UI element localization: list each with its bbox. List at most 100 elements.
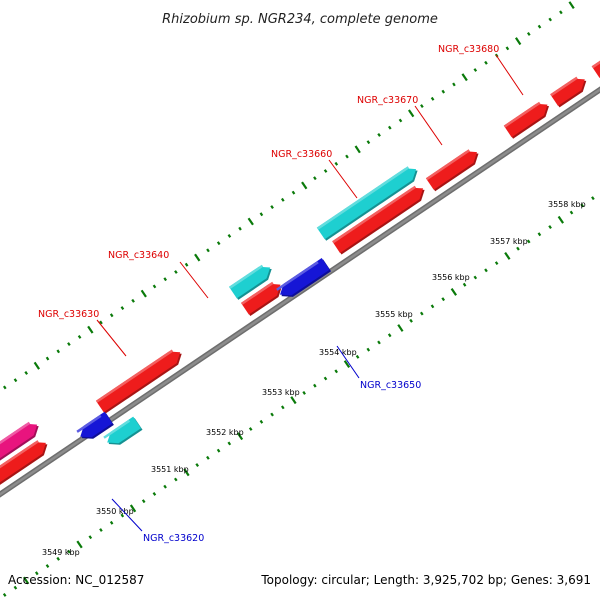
gene-label-leader — [179, 261, 209, 299]
gene-label-leader — [336, 345, 360, 379]
gene-arrow-body — [107, 416, 141, 444]
gene-label-leader — [495, 54, 524, 96]
inner-tick — [227, 441, 232, 446]
outer-tick — [120, 306, 125, 311]
inner-tick — [290, 396, 297, 405]
gene-arrow[interactable] — [316, 166, 418, 241]
gene-arrow[interactable] — [591, 54, 600, 80]
gene-label-leader — [96, 319, 127, 357]
inner-tick — [173, 477, 178, 482]
inner-tick — [259, 419, 264, 424]
outer-tick — [2, 385, 7, 390]
outer-tick — [77, 334, 82, 339]
inner-tick — [569, 210, 574, 215]
gene-features — [0, 54, 600, 486]
outer-tick — [227, 233, 232, 238]
outer-tick — [13, 378, 18, 383]
inner-tick — [334, 369, 339, 374]
gene-arrow-highlight — [229, 264, 264, 289]
inner-tick — [366, 347, 371, 352]
gene-arrow-highlight — [591, 60, 600, 69]
inner-tick — [67, 549, 71, 554]
gene-arrow-highlight — [241, 281, 274, 305]
gene-label[interactable]: NGR_c33640 — [108, 250, 169, 261]
inner-tick — [99, 528, 103, 532]
inner-tick — [516, 246, 520, 251]
inner-tick — [397, 324, 404, 332]
gene-arrow[interactable] — [550, 76, 587, 108]
outer-tick — [152, 284, 157, 289]
outer-tick — [366, 140, 371, 145]
inner-tick — [76, 540, 83, 549]
inner-tick — [163, 484, 167, 489]
gene-arrow-body — [503, 103, 548, 138]
gene-label-leader — [414, 105, 443, 146]
gene-label[interactable]: NGR_c33630 — [38, 309, 99, 320]
inner-tick — [183, 468, 190, 477]
outer-tick — [24, 370, 29, 375]
outer-tick — [238, 226, 242, 231]
gene-arrow-body — [80, 411, 113, 438]
outer-tick — [514, 37, 522, 46]
gene-arrow[interactable] — [503, 101, 549, 139]
outer-tick — [441, 89, 446, 94]
outer-tick — [537, 24, 542, 29]
outer-tick — [194, 253, 201, 262]
gene-arrow-body — [332, 187, 424, 253]
inner-tick — [152, 491, 157, 496]
gene-label[interactable]: NGR_c33650 — [360, 380, 421, 391]
gene-label[interactable]: NGR_c33670 — [357, 95, 418, 106]
tick-label: 3551 kbp — [151, 465, 189, 474]
outer-tick — [430, 96, 435, 101]
inner-tick — [343, 360, 351, 369]
outer-tick — [174, 270, 178, 274]
accession-text: Accession: NC_012587 — [8, 573, 145, 587]
gene-label[interactable]: NGR_c33660 — [271, 149, 332, 160]
outer-tick — [140, 289, 147, 298]
outer-tick — [56, 349, 61, 354]
gene-arrow[interactable] — [425, 149, 479, 192]
gene-arrow[interactable] — [229, 264, 272, 300]
inner-tick — [236, 432, 244, 441]
gene-arrow[interactable] — [0, 421, 39, 468]
inner-tick — [34, 571, 39, 576]
gene-arrow[interactable] — [103, 416, 143, 445]
inner-tick — [206, 455, 210, 460]
inner-tick — [580, 203, 585, 208]
outer-tick — [568, 1, 575, 10]
gene-arrow[interactable] — [241, 281, 282, 316]
gene-arrow[interactable] — [76, 411, 114, 439]
inner-tick — [216, 448, 221, 453]
gene-label[interactable]: NGR_c33680 — [438, 44, 499, 55]
gene-arrow[interactable] — [332, 185, 425, 255]
inner-tick — [441, 297, 446, 302]
tick-label: 3554 kbp — [319, 348, 357, 357]
outer-tick — [420, 104, 424, 109]
outer-tick — [109, 313, 114, 318]
gene-label[interactable]: NGR_c33620 — [143, 533, 204, 544]
outer-tick — [377, 132, 381, 137]
inner-tick — [45, 564, 50, 569]
outer-tick — [291, 190, 296, 195]
tick-label: 3558 kbp — [548, 200, 586, 209]
outer-tick — [354, 145, 361, 154]
inner-tick — [473, 275, 478, 280]
gene-arrow[interactable] — [276, 258, 332, 297]
inner-tick — [409, 318, 413, 323]
gene-arrow-highlight — [0, 421, 31, 445]
inner-tick — [484, 268, 488, 273]
tick-label: 3553 kbp — [262, 388, 300, 397]
gene-arrow-body — [0, 442, 46, 483]
outer-tick — [33, 361, 41, 370]
inner-tick — [270, 412, 274, 417]
outer-tick — [526, 31, 531, 36]
gene-arrow-body — [280, 258, 330, 296]
gene-arrow[interactable] — [0, 440, 48, 486]
inner-tick — [120, 513, 125, 518]
inner-tick — [591, 196, 595, 201]
inner-tick — [141, 499, 146, 504]
gene-arrow[interactable] — [95, 349, 182, 414]
outer-tick-ring — [2, 1, 575, 390]
tick-label: 3550 kbp — [96, 507, 134, 516]
